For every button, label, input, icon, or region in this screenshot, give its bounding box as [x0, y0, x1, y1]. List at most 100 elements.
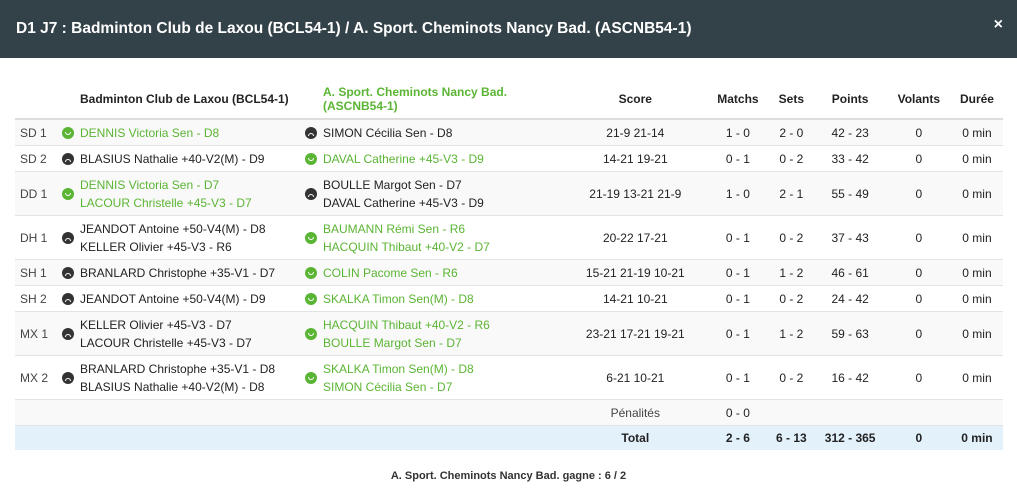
score-cell: 6-21 10-21: [564, 355, 707, 400]
points-cell: 46 - 61: [813, 259, 887, 286]
player-name: BOULLE Margot Sen - D7: [323, 177, 462, 192]
table-row: SH 1 BRANLARD Christophe +35-V1 - D7 COLI…: [15, 259, 1003, 286]
matchs-cell: 0 - 1: [706, 311, 770, 356]
volants-cell: 0: [886, 259, 951, 286]
points-cell: 55 - 49: [813, 171, 887, 216]
points-cell: 33 - 42: [813, 145, 887, 172]
points-cell: 42 - 23: [813, 118, 887, 146]
player-name: SIMON Cécilia Sen - D8: [323, 125, 453, 140]
table-row: SH 2 JEANDOT Antoine +50-V4(M) - D9 SKALK…: [15, 285, 1003, 312]
score-header: Score: [564, 80, 707, 120]
duree-cell: 0 min: [950, 145, 1003, 172]
winner-smile-icon: [62, 187, 74, 200]
penalties-row: Pénalités 0 - 0: [15, 399, 1003, 426]
volants-cell: 0: [886, 355, 951, 400]
total-matchs: 2 - 6: [706, 425, 770, 450]
player-name: KELLER Olivier +45-V3 - R6: [80, 239, 232, 254]
match-label: MX 2: [15, 355, 62, 400]
matchs-cell: 0 - 1: [706, 259, 770, 286]
player-name: LACOUR Christelle +45-V3 - D7: [80, 335, 252, 350]
close-icon[interactable]: ×: [993, 16, 1003, 33]
loser-sad-icon: [62, 327, 74, 340]
volants-cell: 0: [886, 171, 951, 216]
table-row: DH 1 JEANDOT Antoine +50-V4(M) - D8 KELLE…: [15, 215, 1003, 260]
table-row: MX 2 BRANLARD Christophe +35-V1 - D8 BLAS…: [15, 355, 1003, 400]
loser-sad-icon: [305, 126, 317, 139]
table-row: MX 1 KELLER Olivier +45-V3 - D7 LACOUR Ch…: [15, 311, 1003, 356]
sets-cell: 0 - 2: [769, 215, 814, 260]
player-name: BRANLARD Christophe +35-V1 - D8: [80, 361, 276, 376]
volants-cell: 0: [886, 145, 951, 172]
duree-cell: 0 min: [950, 311, 1003, 356]
winner-smile-icon: [305, 152, 317, 165]
volants-header: Volants: [886, 80, 951, 120]
score-cell: 21-9 21-14: [564, 118, 707, 146]
points-cell: 16 - 42: [813, 355, 887, 400]
table-row: DD 1 DENNIS Victoria Sen - D7 LACOUR Chri…: [15, 171, 1003, 216]
sets-header: Sets: [769, 80, 814, 120]
duree-cell: 0 min: [950, 171, 1003, 216]
volants-cell: 0: [886, 285, 951, 312]
player-name: HACQUIN Thibaut +40-V2 - D7: [323, 239, 490, 254]
player-name: COLIN Pacome Sen - R6: [323, 265, 458, 280]
duree-cell: 0 min: [950, 118, 1003, 146]
player-name: BLASIUS Nathalie +40-V2(M) - D8: [80, 379, 265, 394]
winner-smile-icon: [305, 266, 317, 279]
player-name: KELLER Olivier +45-V3 - D7: [80, 317, 232, 332]
match-label: DH 1: [15, 215, 62, 260]
match-label: DD 1: [15, 171, 62, 216]
loser-sad-icon: [62, 231, 74, 244]
player-name: JEANDOT Antoine +50-V4(M) - D9: [80, 291, 266, 306]
player-name: DENNIS Victoria Sen - D8: [80, 125, 220, 140]
score-cell: 14-21 10-21: [564, 285, 707, 312]
player-name: LACOUR Christelle +45-V3 - D7: [80, 195, 252, 210]
matchs-cell: 1 - 0: [706, 118, 770, 146]
match-label: SH 2: [15, 285, 62, 312]
loser-sad-icon: [305, 187, 317, 200]
winner-smile-icon: [305, 292, 317, 305]
loser-sad-icon: [62, 292, 74, 305]
winner-smile-icon: [305, 231, 317, 244]
loser-sad-icon: [62, 371, 74, 384]
modal-title: D1 J7 : Badminton Club de Laxou (BCL54-1…: [16, 20, 692, 37]
winner-smile-icon: [305, 327, 317, 340]
score-cell: 14-21 19-21: [564, 145, 707, 172]
score-cell: 20-22 17-21: [564, 215, 707, 260]
match-results-table: Badminton Club de Laxou (BCL54-1) A. Spo…: [15, 80, 1003, 450]
sets-cell: 1 - 2: [769, 259, 814, 286]
volants-cell: 0: [886, 215, 951, 260]
player-name: HACQUIN Thibaut +40-V2 - R6: [323, 317, 490, 332]
player-name: DENNIS Victoria Sen - D7: [80, 177, 220, 192]
total-points: 312 - 365: [813, 425, 887, 450]
player-name: SIMON Cécilia Sen - D7: [323, 379, 453, 394]
table-row: SD 2 BLASIUS Nathalie +40-V2(M) - D9 DAVA…: [15, 145, 1003, 172]
team1-header: Badminton Club de Laxou (BCL54-1): [62, 80, 305, 120]
points-header: Points: [813, 80, 887, 120]
matchs-header: Matchs: [706, 80, 770, 120]
duree-cell: 0 min: [950, 355, 1003, 400]
points-cell: 24 - 42: [813, 285, 887, 312]
match-label: SD 1: [15, 118, 62, 146]
matchs-cell: 0 - 1: [706, 215, 770, 260]
match-label: SH 1: [15, 259, 62, 286]
duree-cell: 0 min: [950, 259, 1003, 286]
sets-cell: 1 - 2: [769, 311, 814, 356]
matchs-cell: 0 - 1: [706, 285, 770, 312]
player-name: BRANLARD Christophe +35-V1 - D7: [80, 265, 276, 280]
sets-cell: 2 - 0: [769, 118, 814, 146]
score-cell: 23-21 17-21 19-21: [564, 311, 707, 356]
sets-cell: 0 - 2: [769, 285, 814, 312]
volants-cell: 0: [886, 311, 951, 356]
player-name: JEANDOT Antoine +50-V4(M) - D8: [80, 221, 266, 236]
sets-cell: 0 - 2: [769, 145, 814, 172]
player-name: DAVAL Catherine +45-V3 - D9: [323, 151, 484, 166]
total-label: Total: [564, 425, 707, 450]
match-result-text: A. Sport. Cheminots Nancy Bad. gagne : 6…: [390, 470, 627, 482]
penalties-value: 0 - 0: [706, 399, 770, 426]
player-name: SKALKA Timon Sen(M) - D8: [323, 291, 474, 306]
matchs-cell: 0 - 1: [706, 145, 770, 172]
duree-cell: 0 min: [950, 215, 1003, 260]
table-row: SD 1 DENNIS Victoria Sen - D8 SIMON Cécil…: [15, 118, 1003, 146]
player-name: BLASIUS Nathalie +40-V2(M) - D9: [80, 151, 265, 166]
